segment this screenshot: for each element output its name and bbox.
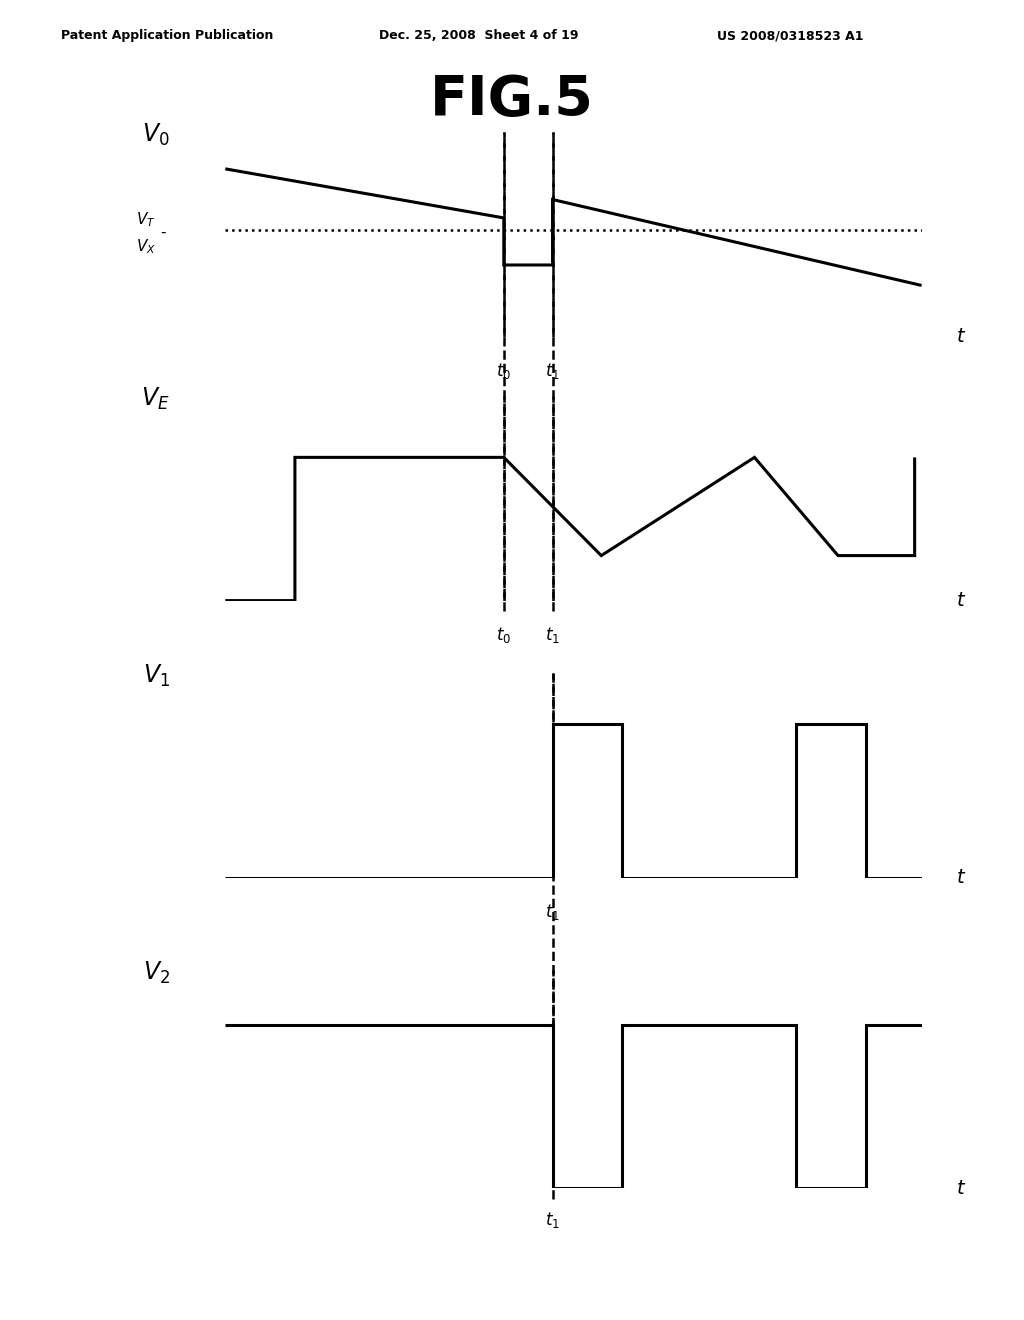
Text: -: - <box>161 224 166 240</box>
Text: $t_1$: $t_1$ <box>545 362 560 381</box>
Text: $t$: $t$ <box>956 1179 967 1197</box>
Text: $t$: $t$ <box>956 591 967 610</box>
Text: $V_0$: $V_0$ <box>142 121 170 148</box>
Text: $V_1$: $V_1$ <box>142 663 170 689</box>
Text: $t$: $t$ <box>956 869 967 887</box>
Text: $t_1$: $t_1$ <box>545 626 560 645</box>
Text: $V_2$: $V_2$ <box>142 960 170 986</box>
Text: $t$: $t$ <box>956 327 967 346</box>
Text: Patent Application Publication: Patent Application Publication <box>61 29 273 42</box>
Text: US 2008/0318523 A1: US 2008/0318523 A1 <box>717 29 863 42</box>
Text: Dec. 25, 2008  Sheet 4 of 19: Dec. 25, 2008 Sheet 4 of 19 <box>379 29 579 42</box>
Text: $V_T$: $V_T$ <box>136 211 156 230</box>
Text: $V_E$: $V_E$ <box>141 385 170 412</box>
Text: $t_0$: $t_0$ <box>497 362 511 381</box>
Text: $t_1$: $t_1$ <box>545 1209 560 1230</box>
Text: $t_0$: $t_0$ <box>497 626 511 645</box>
Text: FIG.5: FIG.5 <box>430 73 594 127</box>
Text: $V_X$: $V_X$ <box>136 238 156 256</box>
Text: $t_1$: $t_1$ <box>545 903 560 923</box>
